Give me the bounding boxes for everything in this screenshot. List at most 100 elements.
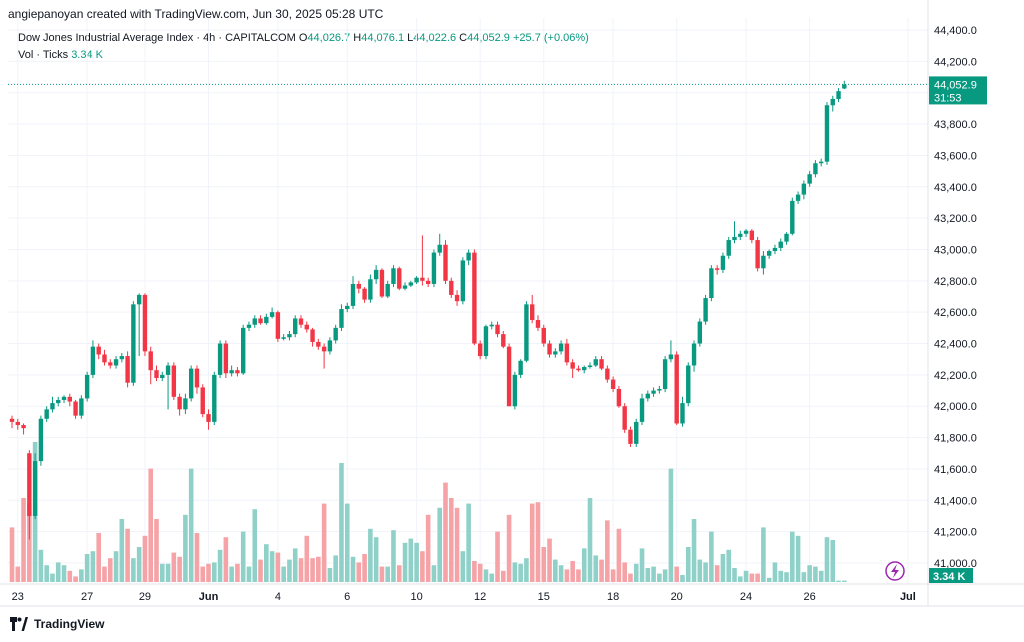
- candle-body: [183, 398, 188, 410]
- candle-body: [639, 398, 645, 422]
- volume-bar: [616, 528, 622, 582]
- volume-bar: [547, 538, 552, 582]
- volume-bar: [425, 514, 431, 582]
- candle-body: [778, 241, 783, 248]
- y-tick-label: 41,800.0: [934, 433, 977, 445]
- last-price-label: 44,052.9: [934, 79, 977, 91]
- candle-body: [119, 356, 125, 360]
- candle-body: [9, 418, 15, 422]
- candle-body: [32, 461, 38, 516]
- volume-bar: [67, 570, 73, 582]
- candle-body: [501, 334, 506, 347]
- volume-bar: [96, 533, 101, 582]
- volume-bar: [460, 551, 466, 582]
- candle-body: [795, 194, 801, 201]
- open-label: O: [298, 32, 308, 44]
- candle-body: [108, 362, 113, 366]
- volume-bar: [726, 549, 732, 582]
- candle-body: [258, 318, 263, 324]
- volume-bar: [269, 551, 275, 582]
- x-tick-label: 24: [740, 591, 752, 603]
- candle-body: [246, 324, 252, 328]
- x-tick-label: Jun: [199, 591, 219, 603]
- candle-body: [362, 288, 367, 300]
- volume-bar: [402, 542, 408, 582]
- candle-body: [148, 351, 153, 371]
- chart-attribution: angiepanoyan created with TradingView.co…: [8, 7, 384, 21]
- volume-bar: [553, 559, 558, 582]
- close-value: 44,052.9: [467, 32, 510, 44]
- volume-bar: [732, 568, 737, 582]
- x-tick-label: 23: [12, 591, 24, 603]
- volume-bar: [454, 507, 460, 582]
- volume-bar: [558, 565, 564, 582]
- volume-bar: [159, 563, 165, 582]
- volume-bar: [79, 569, 84, 582]
- volume-bar: [356, 562, 362, 582]
- volume-bar: [703, 562, 708, 582]
- y-tick-label: 43,800.0: [934, 119, 977, 131]
- candle-body: [67, 396, 72, 402]
- candle-body: [489, 324, 494, 327]
- change-value: +25.7 (+0.06%): [513, 32, 589, 44]
- x-tick-label: 6: [344, 591, 350, 603]
- volume-bar: [472, 561, 477, 582]
- candle-body: [680, 403, 685, 424]
- volume-bar: [84, 554, 90, 582]
- volume-bar: [50, 573, 55, 582]
- candle-body: [96, 346, 101, 355]
- volume-bar: [281, 566, 286, 582]
- candle-body: [674, 354, 679, 424]
- candle-body: [587, 365, 593, 368]
- volume-bar: [107, 558, 113, 582]
- open-value: 44,026.7: [307, 32, 351, 44]
- candle-body: [125, 356, 130, 383]
- volume-bar: [55, 562, 61, 582]
- volume-bar: [605, 520, 610, 582]
- volume-bar: [165, 563, 171, 582]
- candle-body: [668, 354, 674, 360]
- candle-body: [761, 255, 766, 269]
- volume-label[interactable]: Vol · Ticks: [18, 49, 69, 61]
- candle-body: [402, 285, 408, 289]
- candle-body: [830, 98, 835, 106]
- volume-bar: [206, 563, 211, 582]
- y-tick-label: 42,000.0: [934, 401, 977, 413]
- candle-body: [801, 183, 807, 195]
- candle-body: [194, 368, 200, 388]
- candle-body: [570, 362, 575, 369]
- volume-bar: [73, 576, 78, 582]
- candle-body: [15, 421, 20, 426]
- candle-body: [206, 414, 211, 422]
- volume-bar: [310, 558, 315, 582]
- candle-body: [460, 260, 466, 302]
- candle-body: [84, 374, 90, 399]
- candle-body: [327, 340, 333, 352]
- x-tick-label: 15: [538, 591, 550, 603]
- volume-bar: [292, 548, 298, 582]
- volume-bar: [790, 531, 795, 582]
- candle-body: [414, 277, 419, 283]
- candle-body: [738, 233, 743, 237]
- candle-body: [44, 409, 49, 419]
- candle-body: [541, 327, 546, 344]
- candle-body: [610, 379, 616, 389]
- volume-bar: [154, 519, 159, 582]
- candle-body: [558, 343, 564, 352]
- volume-bar: [807, 565, 812, 582]
- volume-bar: [385, 566, 390, 582]
- volume-bar: [136, 547, 142, 582]
- candle-body: [524, 304, 529, 361]
- volume-bar: [148, 468, 154, 582]
- high-value: 44,076.1: [361, 32, 405, 44]
- volume-bar: [564, 569, 570, 582]
- candle-body: [495, 324, 500, 335]
- candle-body: [310, 329, 315, 342]
- volume-bar: [651, 566, 656, 582]
- candle-body: [703, 298, 708, 322]
- volume-bar: [610, 569, 616, 582]
- volume-bar: [576, 569, 581, 582]
- volume-bar: [391, 530, 396, 582]
- candle-body: [200, 387, 205, 415]
